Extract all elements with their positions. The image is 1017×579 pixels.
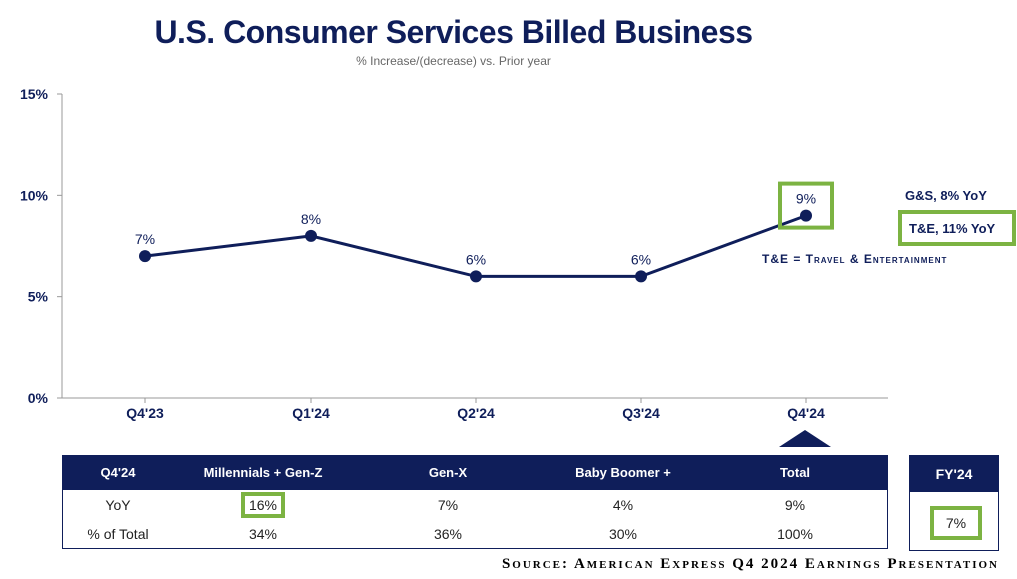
y-tick-label: 5% — [28, 289, 49, 305]
table-row: YoY 16% 7% 4% 9% — [63, 490, 888, 519]
te-note: T&E, 11% YoY — [909, 221, 996, 236]
data-point — [305, 229, 317, 242]
highlight-pointer — [779, 430, 831, 447]
table-row: % of Total 34% 36% 30% 100% — [63, 519, 888, 549]
x-tick-label: Q2'24 — [457, 405, 495, 421]
generation-table: Q4'24 Millennials + Gen-Z Gen-X Baby Boo… — [62, 455, 888, 549]
table-header: Q4'24 — [62, 455, 173, 490]
y-tick-label: 10% — [20, 187, 49, 203]
data-point — [470, 270, 482, 283]
data-label: 6% — [631, 251, 651, 267]
table-cell: 4% — [612, 496, 634, 513]
table-header: Total — [703, 455, 888, 490]
data-point — [635, 270, 647, 283]
table-cell: % of Total — [87, 525, 149, 542]
line-chart: 0% 5% 10% 15% Q4'23 Q1'24 Q2'24 Q3'24 Q4'24 7% 8%… — [20, 86, 888, 447]
data-point — [139, 250, 151, 263]
source-note: Source: American Express Q4 2024 Earning… — [501, 556, 999, 572]
table-cell: 100% — [777, 525, 813, 542]
te-definition: T&E = Travel & Entertainment — [762, 252, 948, 266]
y-tick-label: 15% — [20, 86, 49, 102]
table-cell: 30% — [608, 525, 638, 542]
table-cell: YoY — [105, 496, 131, 513]
chart-subtitle: % Increase/(decrease) vs. Prior year — [356, 54, 551, 68]
y-tick-label: 0% — [28, 390, 49, 406]
data-label: 8% — [301, 211, 321, 227]
te-note-box: T&E, 11% YoY — [898, 210, 1016, 246]
x-tick-label: Q3'24 — [622, 405, 660, 421]
x-tick-label: Q1'24 — [292, 405, 330, 421]
data-label: 6% — [466, 251, 486, 267]
table-header: Millennials + Gen-Z — [173, 455, 353, 490]
data-label: 9% — [796, 191, 816, 207]
table-cell: 9% — [784, 496, 806, 513]
table-cell: 7% — [437, 496, 459, 513]
data-point — [800, 209, 812, 222]
fy-panel: FY'24 7% — [909, 455, 999, 551]
x-tick-label: Q4'23 — [126, 405, 164, 421]
highlight-value: 16% — [240, 491, 286, 518]
fy-header: FY'24 — [910, 456, 998, 492]
fy-value: 7% — [930, 506, 982, 540]
chart-title: U.S. Consumer Services Billed Business — [154, 14, 753, 50]
table-cell-highlight: 16% — [173, 490, 353, 519]
gs-note: G&S, 8% YoY — [905, 188, 987, 203]
table-cell: 34% — [248, 525, 278, 542]
table-header-row: Q4'24 Millennials + Gen-Z Gen-X Baby Boo… — [62, 455, 888, 490]
table-header: Gen-X — [353, 455, 543, 490]
x-tick-label: Q4'24 — [787, 405, 825, 421]
highlight-box — [778, 181, 834, 230]
data-label: 7% — [135, 231, 155, 247]
table-cell: 36% — [433, 525, 463, 542]
table-header: Baby Boomer + — [543, 455, 703, 490]
